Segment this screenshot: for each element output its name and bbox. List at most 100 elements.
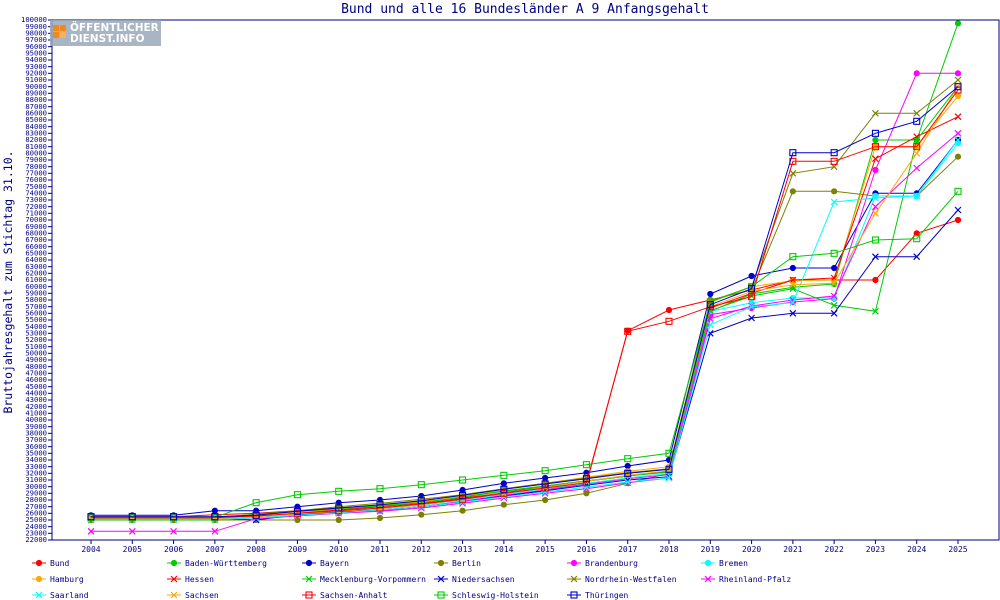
data-point [913,143,921,151]
x-tick-label: 2018 [659,545,678,554]
data-point [500,471,508,479]
data-point [459,507,466,514]
y-tick-label: 83000 [25,129,47,138]
series-bayern [87,136,962,519]
data-point [954,153,962,160]
data-point [170,513,178,521]
data-point [872,136,879,144]
legend-label: Berlin [452,559,481,568]
data-point [335,504,343,512]
data-point [789,253,797,261]
y-tick-label: 71000 [25,209,47,218]
data-point [831,188,838,195]
data-point [582,475,590,483]
data-point [872,253,879,261]
y-tick-label: 50000 [25,349,47,358]
data-point [665,474,673,482]
legend-item: Niedersachsen [434,575,515,584]
data-point [459,491,467,499]
data-point [335,516,342,524]
y-tick-label: 60000 [25,282,47,291]
series-hamburg [87,92,962,520]
data-point [871,143,879,151]
y-tick-label: 23000 [25,529,47,538]
series-thüringen [87,83,962,521]
y-tick-label: 46000 [25,375,47,384]
data-point [128,527,136,535]
data-point [748,303,755,311]
data-point [624,462,631,470]
y-tick-label: 72000 [25,202,47,211]
y-tick-label: 87000 [25,102,47,111]
data-point [541,480,549,488]
y-tick-label: 52000 [25,335,47,344]
y-tick-label: 38000 [25,429,47,438]
data-point [87,527,95,535]
data-point [211,527,219,535]
data-point [913,253,921,261]
y-tick-label: 49000 [25,355,47,364]
y-tick-label: 69000 [25,222,47,231]
legend-item: Sachsen [167,591,219,600]
data-point [830,279,838,287]
y-tick-label: 33000 [25,462,47,471]
legend-item: Mecklenburg-Vorpommern [302,575,426,584]
y-tick-label: 88000 [25,95,47,104]
data-point [570,575,578,583]
data-point [830,157,838,165]
y-tick-label: 92000 [25,69,47,78]
legend-item: Saarland [32,591,89,600]
y-tick-label: 63000 [25,262,47,271]
legend-label: Bayern [320,559,349,568]
x-tick-label: 2007 [205,545,224,554]
data-point [500,501,507,508]
data-point [437,559,445,567]
legend-label: Mecklenburg-Vorpommern [320,575,426,584]
data-point [954,92,962,100]
data-point [830,249,838,257]
y-tick-label: 28000 [25,495,47,504]
x-tick-label: 2006 [164,545,183,554]
series-lines [87,20,962,535]
y-tick-label: 93000 [25,62,47,71]
series-line [91,156,959,521]
y-tick-label: 97000 [25,35,47,44]
y-tick-label: 100000 [21,15,47,24]
data-point [35,575,43,583]
data-point [913,136,921,144]
y-tick-label: 95000 [25,49,47,58]
data-point [500,480,507,487]
data-point [872,203,879,211]
data-point [748,314,755,322]
data-point [376,501,384,509]
data-point [293,491,301,499]
data-point [706,321,714,329]
legend-item: Baden-Württemberg [167,559,267,568]
data-point [417,481,425,489]
data-point [417,497,425,505]
data-point [170,591,178,599]
data-point [570,559,578,567]
y-tick-label: 67000 [25,235,47,244]
x-tick-label: 2005 [123,545,142,554]
y-tick-label: 84000 [25,122,47,131]
series-line [91,142,959,519]
data-point [170,559,178,567]
legend-label: Baden-Württemberg [185,559,267,568]
series-saarland [87,136,962,523]
legend-item: Hessen [167,575,214,584]
data-point [954,187,962,195]
y-tick-label: 47000 [25,369,47,378]
logo-line-1: ÖFFENTLICHER [70,20,159,34]
data-point [789,299,797,307]
data-point [872,276,879,284]
axes: 2004 2005 2006 2007 2008 2009 2010 2011 2012 2013… [51,19,1000,554]
data-point [830,198,838,206]
y-tick-label: 76000 [25,175,47,184]
data-point [872,155,879,163]
series-line [91,79,959,518]
legend-label: Hamburg [50,575,84,584]
legend-label: Bremen [719,559,748,568]
data-point [954,216,962,224]
